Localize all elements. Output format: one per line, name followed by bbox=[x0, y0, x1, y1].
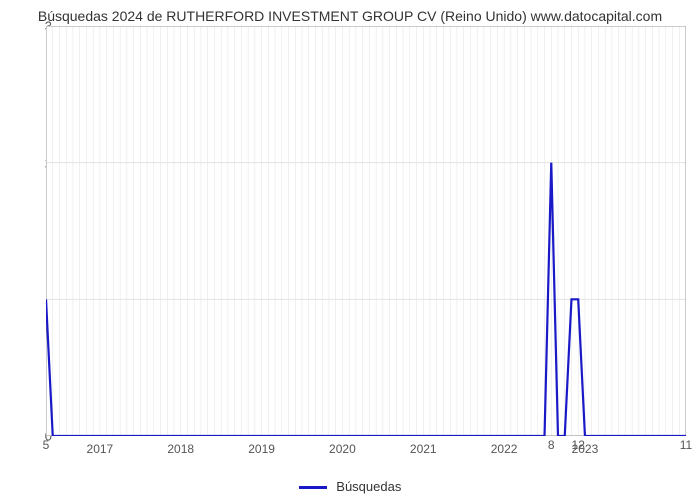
point-label: 12 bbox=[572, 438, 585, 452]
x-tick-label: 2021 bbox=[410, 442, 437, 456]
chart-title: Búsquedas 2024 de RUTHERFORD INVESTMENT … bbox=[0, 8, 700, 24]
chart-container: Búsquedas 2024 de RUTHERFORD INVESTMENT … bbox=[0, 0, 700, 500]
x-tick-label: 2020 bbox=[329, 442, 356, 456]
legend-swatch bbox=[299, 486, 327, 489]
point-label: 8 bbox=[548, 438, 555, 452]
point-label: 11 bbox=[680, 438, 692, 452]
legend: Búsquedas bbox=[0, 479, 700, 494]
plot-area bbox=[46, 26, 686, 436]
point-label: 5 bbox=[43, 438, 50, 452]
x-tick-label: 2018 bbox=[167, 442, 194, 456]
x-tick-label: 2017 bbox=[87, 442, 114, 456]
x-tick-label: 2022 bbox=[491, 442, 518, 456]
x-tick-label: 2019 bbox=[248, 442, 275, 456]
legend-label: Búsquedas bbox=[336, 479, 401, 494]
